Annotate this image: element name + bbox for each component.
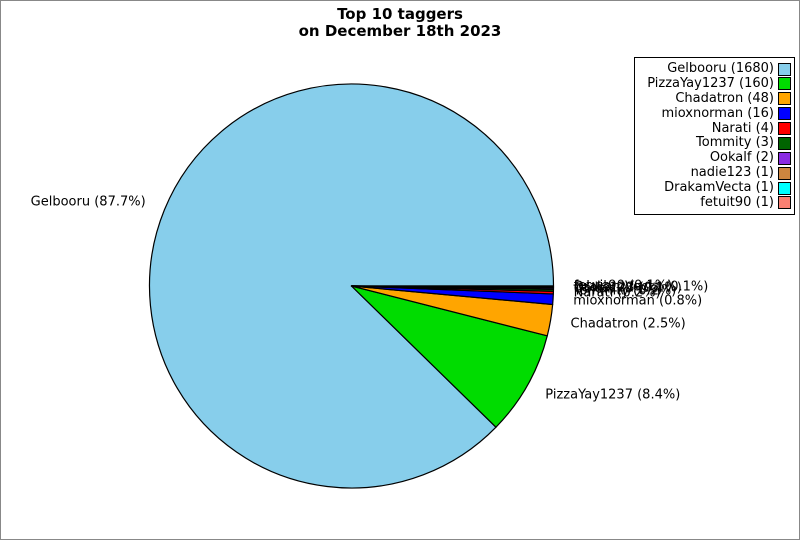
legend-item-fetuit90: fetuit90 (1) <box>639 194 791 210</box>
slice-label-pizzayay1237: PizzaYay1237 (8.4%) <box>545 387 681 403</box>
legend-item-gelbooru: Gelbooru (1680) <box>639 62 791 76</box>
legend-swatch <box>778 181 791 195</box>
slice-label-mioxnorman: mioxnorman (0.8%) <box>573 293 703 309</box>
legend-swatch <box>778 166 791 180</box>
legend-swatch <box>778 151 791 165</box>
legend-label: Chadatron (48) <box>675 90 774 106</box>
legend-label: Tommity (3) <box>696 135 774 151</box>
legend-label: PizzaYay1237 (160) <box>647 75 774 91</box>
slice-label-chadatron: Chadatron (2.5%) <box>570 316 686 332</box>
legend-label: Ookalf (2) <box>709 150 774 166</box>
legend-label: DrakamVecta (1) <box>664 180 774 195</box>
legend-label: fetuit90 (1) <box>700 194 774 210</box>
pie-slice-pizzayay1237 <box>350 285 548 428</box>
legend-item-narati: Narati (4) <box>639 120 791 136</box>
legend-label: mioxnorman (16) <box>661 105 774 121</box>
legend: Gelbooru (1680) PizzaYay1237 (160) Chadatr… <box>634 57 795 215</box>
legend-item-pizzayay1237: PizzaYay1237 (160) <box>639 75 791 91</box>
chart-title-line2: on December 18th 2023 <box>298 22 502 40</box>
slice-label-gelbooru: Gelbooru (87.7%) <box>30 194 146 210</box>
legend-label: Gelbooru (1680) <box>667 61 774 76</box>
slice-label-drakamvecta: DrakamVecta (0.1%) <box>573 279 709 295</box>
slice-label-nadie123: nadie123 (0.1%) <box>573 280 682 296</box>
legend-item-drakamvecta: DrakamVecta (1) <box>639 181 791 195</box>
chart-title-line1: Top 10 taggers <box>337 5 463 23</box>
legend-swatch <box>778 107 791 121</box>
slice-label-fetuit90: fetuit90 (0.1%) <box>573 278 673 294</box>
legend-label: Narati (4) <box>711 120 774 136</box>
legend-item-mioxnorman: mioxnorman (16) <box>639 105 791 121</box>
legend-item-ookalf: Ookalf (2) <box>639 151 791 165</box>
legend-item-nadie123: nadie123 (1) <box>639 166 791 180</box>
chart-title: Top 10 taggers on December 18th 2023 <box>1 6 799 40</box>
legend-swatch <box>778 122 791 135</box>
legend-swatch <box>778 136 791 150</box>
legend-swatch <box>778 62 791 76</box>
legend-item-chadatron: Chadatron (48) <box>639 90 791 106</box>
slice-label-tommity: Tommity (0.2%) <box>573 283 677 299</box>
pie-slice-fetuit90 <box>350 285 555 288</box>
slice-label-narati: Narati (0.2%) <box>573 285 661 301</box>
legend-swatch <box>778 92 791 106</box>
legend-label: nadie123 (1) <box>690 165 774 181</box>
legend-item-tommity: Tommity (3) <box>639 136 791 150</box>
legend-swatch <box>778 196 791 210</box>
slice-label-ookalf: Ookalf (0.1%) <box>573 281 663 297</box>
legend-swatch <box>778 77 791 91</box>
